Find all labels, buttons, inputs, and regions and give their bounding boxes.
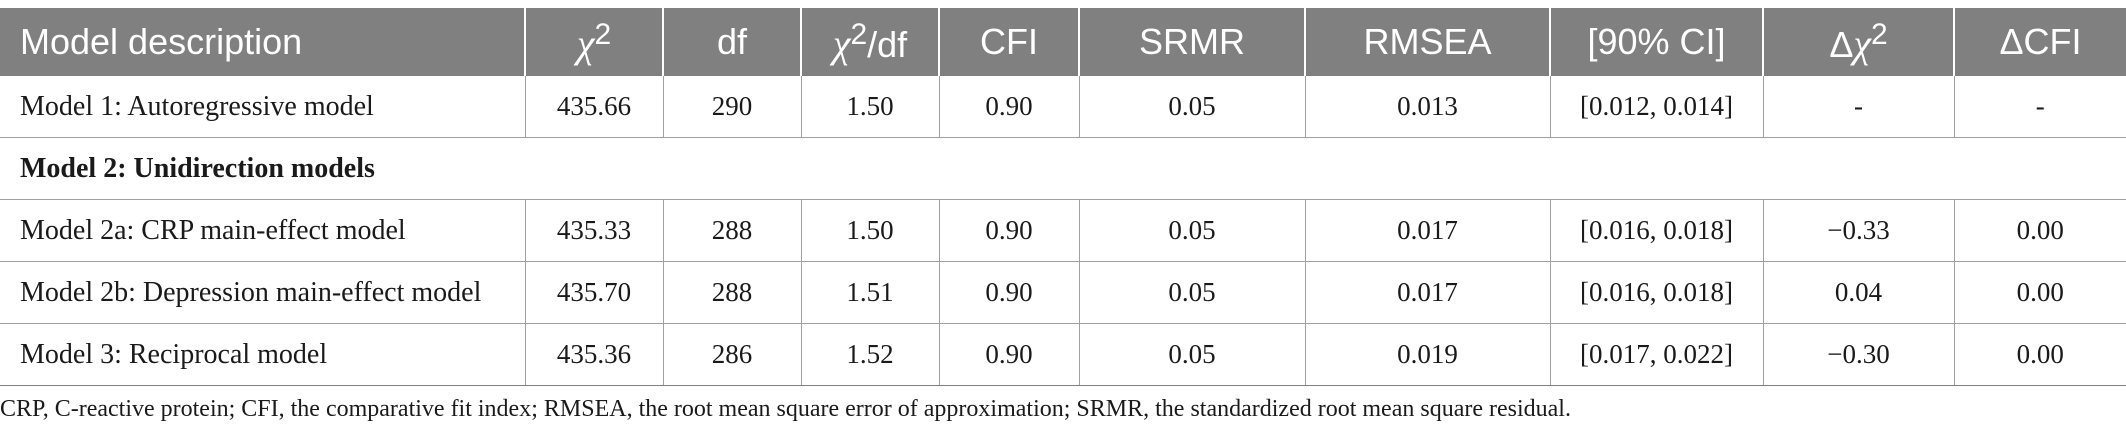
- header-srmr: SRMR: [1079, 8, 1306, 76]
- delta-chi2-cell: -: [1763, 76, 1955, 138]
- srmr-cell: 0.05: [1079, 199, 1306, 262]
- header-ci: [90% CI]: [1550, 8, 1764, 76]
- df-cell: 290: [663, 76, 802, 138]
- rmsea-cell: 0.017: [1305, 199, 1551, 262]
- chi-superscript: 2: [850, 17, 868, 51]
- model-cell: Model 1: Autoregressive model: [0, 76, 526, 138]
- chi2-cell: 435.33: [525, 199, 664, 262]
- delta-chi2-cell: −0.33: [1763, 199, 1955, 262]
- header-chi-square-df: χ2/df: [801, 8, 940, 76]
- model-cell: Model 2a: CRP main-effect model: [0, 199, 526, 262]
- header-chi-square: χ2: [525, 8, 664, 76]
- cfi-cell: 0.90: [939, 199, 1080, 262]
- chi-symbol: χ: [1853, 20, 1871, 66]
- header-model-description: Model description: [0, 8, 526, 76]
- table-row: Model 1: Autoregressive model 435.66 290…: [0, 76, 2126, 138]
- cfi-cell: 0.90: [939, 323, 1080, 386]
- section-label: Model 2: Unidirection models: [0, 137, 2126, 200]
- model-cell: Model 2b: Depression main-effect model: [0, 261, 526, 324]
- chi2-cell: 435.66: [525, 76, 664, 138]
- delta-symbol: Δ: [1829, 23, 1854, 65]
- delta-chi2-cell: 0.04: [1763, 261, 1955, 324]
- cfi-cell: 0.90: [939, 261, 1080, 324]
- df-cell: 286: [663, 323, 802, 386]
- header-row: Model description χ2 df χ2/df CFI SRMR R…: [0, 8, 2126, 76]
- ci-cell: [0.016, 0.018]: [1550, 199, 1764, 262]
- ci-cell: [0.017, 0.022]: [1550, 323, 1764, 386]
- chi-symbol: χ: [832, 20, 851, 66]
- chi2df-cell: 1.51: [801, 261, 940, 324]
- delta-cfi-cell: 0.00: [1954, 323, 2126, 386]
- section-row: Model 2: Unidirection models: [0, 137, 2126, 200]
- delta-cfi-cell: -: [1954, 76, 2126, 138]
- delta-chi2-cell: −0.30: [1763, 323, 1955, 386]
- chi2df-cell: 1.52: [801, 323, 940, 386]
- srmr-cell: 0.05: [1079, 261, 1306, 324]
- header-delta-cfi: ΔCFI: [1954, 8, 2126, 76]
- table-row: Model 2b: Depression main-effect model 4…: [0, 261, 2126, 324]
- table-row: Model 2a: CRP main-effect model 435.33 2…: [0, 199, 2126, 262]
- model-fit-table: Model description χ2 df χ2/df CFI SRMR R…: [0, 8, 2126, 386]
- rmsea-cell: 0.019: [1305, 323, 1551, 386]
- rmsea-cell: 0.013: [1305, 76, 1551, 138]
- model-cell: Model 3: Reciprocal model: [0, 323, 526, 386]
- chi2-cell: 435.36: [525, 323, 664, 386]
- delta-cfi-cell: 0.00: [1954, 199, 2126, 262]
- df-cell: 288: [663, 261, 802, 324]
- chi-superscript: 2: [1870, 17, 1888, 51]
- header-delta-chi-square: Δχ2: [1763, 8, 1955, 76]
- table-row: Model 3: Reciprocal model 435.36 286 1.5…: [0, 323, 2126, 386]
- header-rmsea: RMSEA: [1305, 8, 1551, 76]
- chi2-cell: 435.70: [525, 261, 664, 324]
- srmr-cell: 0.05: [1079, 76, 1306, 138]
- ci-cell: [0.016, 0.018]: [1550, 261, 1764, 324]
- delta-cfi-cell: 0.00: [1954, 261, 2126, 324]
- chi-symbol: χ: [576, 20, 595, 66]
- srmr-cell: 0.05: [1079, 323, 1306, 386]
- header-cfi: CFI: [939, 8, 1080, 76]
- ci-cell: [0.012, 0.014]: [1550, 76, 1764, 138]
- chi2df-cell: 1.50: [801, 199, 940, 262]
- chi-superscript: 2: [594, 17, 612, 51]
- table-footnote: CRP, C-reactive protein; CFI, the compar…: [0, 396, 1571, 422]
- rmsea-cell: 0.017: [1305, 261, 1551, 324]
- df-cell: 288: [663, 199, 802, 262]
- header-df: df: [663, 8, 802, 76]
- chi2df-cell: 1.50: [801, 76, 940, 138]
- per-df-label: /df: [867, 23, 908, 65]
- cfi-cell: 0.90: [939, 76, 1080, 138]
